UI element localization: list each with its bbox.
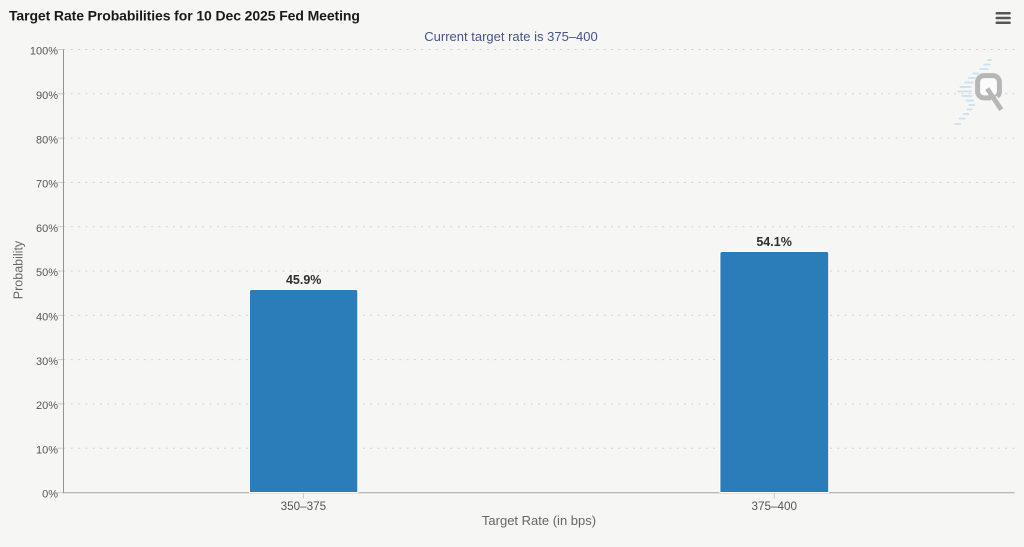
svg-text:10%: 10% <box>36 444 58 456</box>
svg-text:60%: 60% <box>36 223 58 235</box>
svg-text:375–400: 375–400 <box>752 500 798 513</box>
svg-text:350–375: 350–375 <box>281 500 327 513</box>
svg-text:Probability: Probability <box>12 240 26 299</box>
svg-text:80%: 80% <box>36 134 58 146</box>
svg-text:Target Rate Probabilities for: Target Rate Probabilities for 10 Dec 202… <box>9 8 360 24</box>
svg-text:100%: 100% <box>30 46 58 58</box>
svg-text:Target Rate (in bps): Target Rate (in bps) <box>482 513 596 528</box>
svg-text:50%: 50% <box>36 267 58 279</box>
svg-text:90%: 90% <box>36 90 58 102</box>
svg-text:0%: 0% <box>42 488 58 500</box>
svg-text:20%: 20% <box>36 400 58 412</box>
svg-text:Current target rate is 375–400: Current target rate is 375–400 <box>424 29 597 44</box>
svg-text:30%: 30% <box>36 356 58 368</box>
svg-text:45.9%: 45.9% <box>286 273 321 287</box>
svg-text:70%: 70% <box>36 179 58 191</box>
svg-text:40%: 40% <box>36 312 58 324</box>
svg-text:54.1%: 54.1% <box>756 235 791 249</box>
